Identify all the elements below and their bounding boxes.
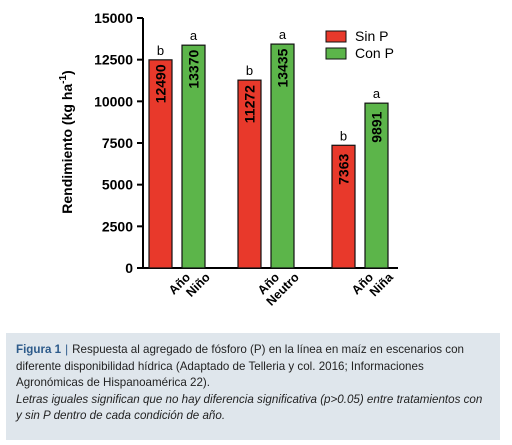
significance-letter: a [279,27,287,42]
y-tick-label: 7500 [102,135,133,151]
legend-label: Con P [355,45,394,61]
y-tick-label: 0 [125,260,133,276]
bar-value-label: 9891 [369,111,385,142]
legend-swatch [325,30,347,43]
legend-label: Sin P [355,28,388,44]
significance-letter: a [190,28,198,43]
bar [364,102,389,269]
caption-label: Figura 1 [16,343,62,356]
y-tick-label: 15000 [94,10,133,26]
bar-value-label: 11272 [242,85,258,123]
bar [237,79,262,269]
bar [148,59,173,269]
caption-note: Letras iguales significan que no hay dif… [16,392,483,423]
significance-letter: a [373,86,381,101]
caption-separator: | [65,343,69,356]
bar-value-label: 13370 [186,49,202,88]
bar-value-label: 13435 [275,48,291,87]
significance-letter: b [340,128,347,143]
y-tick-label: 5000 [102,177,133,193]
y-tick-label: 10000 [94,93,133,109]
caption-text: Respuesta al agregado de fósforo (P) en … [16,343,464,389]
bar-value-label: 7363 [336,154,352,185]
legend-swatch [325,47,347,60]
bar-value-label: 12490 [153,64,169,103]
figure-caption: Figura 1 | Respuesta al agregado de fósfor… [6,333,500,440]
bar-chart: 0 2500 5000 7500 10000 12500 15000 Rendimiento … [58,10,398,309]
y-tick-label: 12500 [94,52,133,68]
significance-letter: b [246,63,253,78]
y-tick-label: 2500 [102,218,133,234]
bar [270,43,295,269]
bar [181,44,206,269]
significance-letter: b [157,43,164,58]
y-axis-title: Rendimiento (kg ha-1) [58,70,75,213]
bar [331,144,356,269]
